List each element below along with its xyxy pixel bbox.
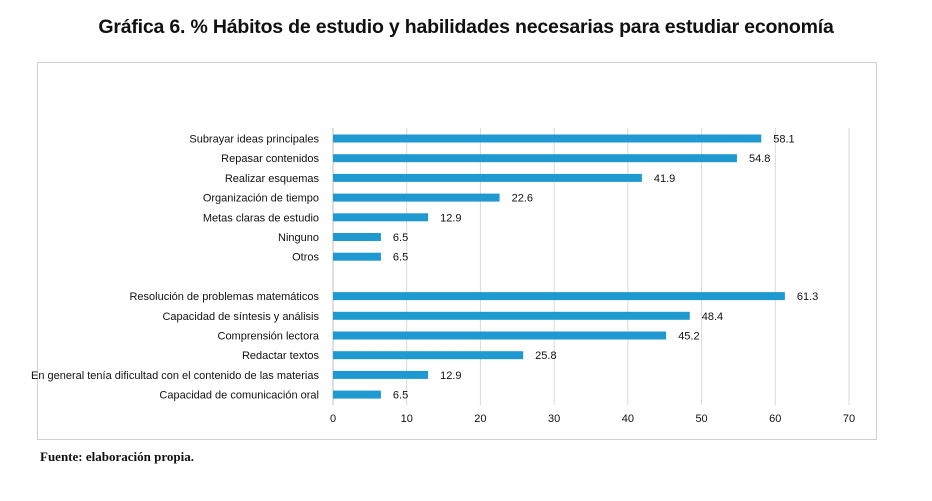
x-tick-label: 10 <box>401 413 413 425</box>
data-label: 25.8 <box>535 350 556 362</box>
x-tick-label: 30 <box>548 413 560 425</box>
category-label: Organización de tiempo <box>203 193 319 205</box>
bar <box>333 252 381 261</box>
x-tick-label: 60 <box>769 413 781 425</box>
data-label: 6.5 <box>393 232 408 244</box>
data-label: 6.5 <box>393 252 408 264</box>
bar <box>333 154 737 163</box>
bar <box>333 292 785 301</box>
bar <box>333 390 381 399</box>
bar <box>333 351 524 360</box>
data-label: 58.1 <box>773 134 794 146</box>
source-note: Fuente: elaboración propia. <box>40 449 194 464</box>
category-label: Redactar textos <box>242 350 320 362</box>
data-label: 48.4 <box>702 311 723 323</box>
data-label: 61.3 <box>797 291 818 303</box>
data-label: 12.9 <box>440 212 461 224</box>
x-tick-label: 70 <box>843 413 855 425</box>
data-label: 6.5 <box>393 390 408 402</box>
x-tick-label: 20 <box>474 413 486 425</box>
data-label: 41.9 <box>654 173 675 185</box>
data-label: 54.8 <box>749 153 770 165</box>
bar <box>333 370 429 379</box>
x-tick-label: 0 <box>330 413 336 425</box>
category-label: Subrayar ideas principales <box>189 134 319 146</box>
bar <box>333 311 690 320</box>
data-label: 45.2 <box>678 331 699 343</box>
category-label: Comprensión lectora <box>218 331 320 343</box>
category-label: Ninguno <box>278 232 319 244</box>
category-label: Capacidad de comunicación oral <box>159 390 319 402</box>
category-label: Resolución de problemas matemáticos <box>129 291 319 303</box>
category-label: Capacidad de síntesis y análisis <box>162 311 319 323</box>
category-label: Otros <box>292 252 319 264</box>
bar <box>333 193 500 202</box>
x-tick-label: 50 <box>695 413 707 425</box>
bar <box>333 173 642 182</box>
data-label: 22.6 <box>512 193 533 205</box>
bar <box>333 233 381 241</box>
chart-frame <box>37 62 877 440</box>
category-label: En general tenía dificultad con el conte… <box>31 370 320 382</box>
bar <box>333 134 762 143</box>
category-label: Repasar contenidos <box>221 153 319 165</box>
data-label: 12.9 <box>440 370 461 382</box>
x-tick-label: 40 <box>622 413 634 425</box>
bar <box>333 331 667 340</box>
chart-title: Gráfica 6. % Hábitos de estudio y habili… <box>98 16 834 38</box>
bar <box>333 213 429 222</box>
category-label: Metas claras de estudio <box>203 212 319 224</box>
category-label: Realizar esquemas <box>225 173 320 185</box>
